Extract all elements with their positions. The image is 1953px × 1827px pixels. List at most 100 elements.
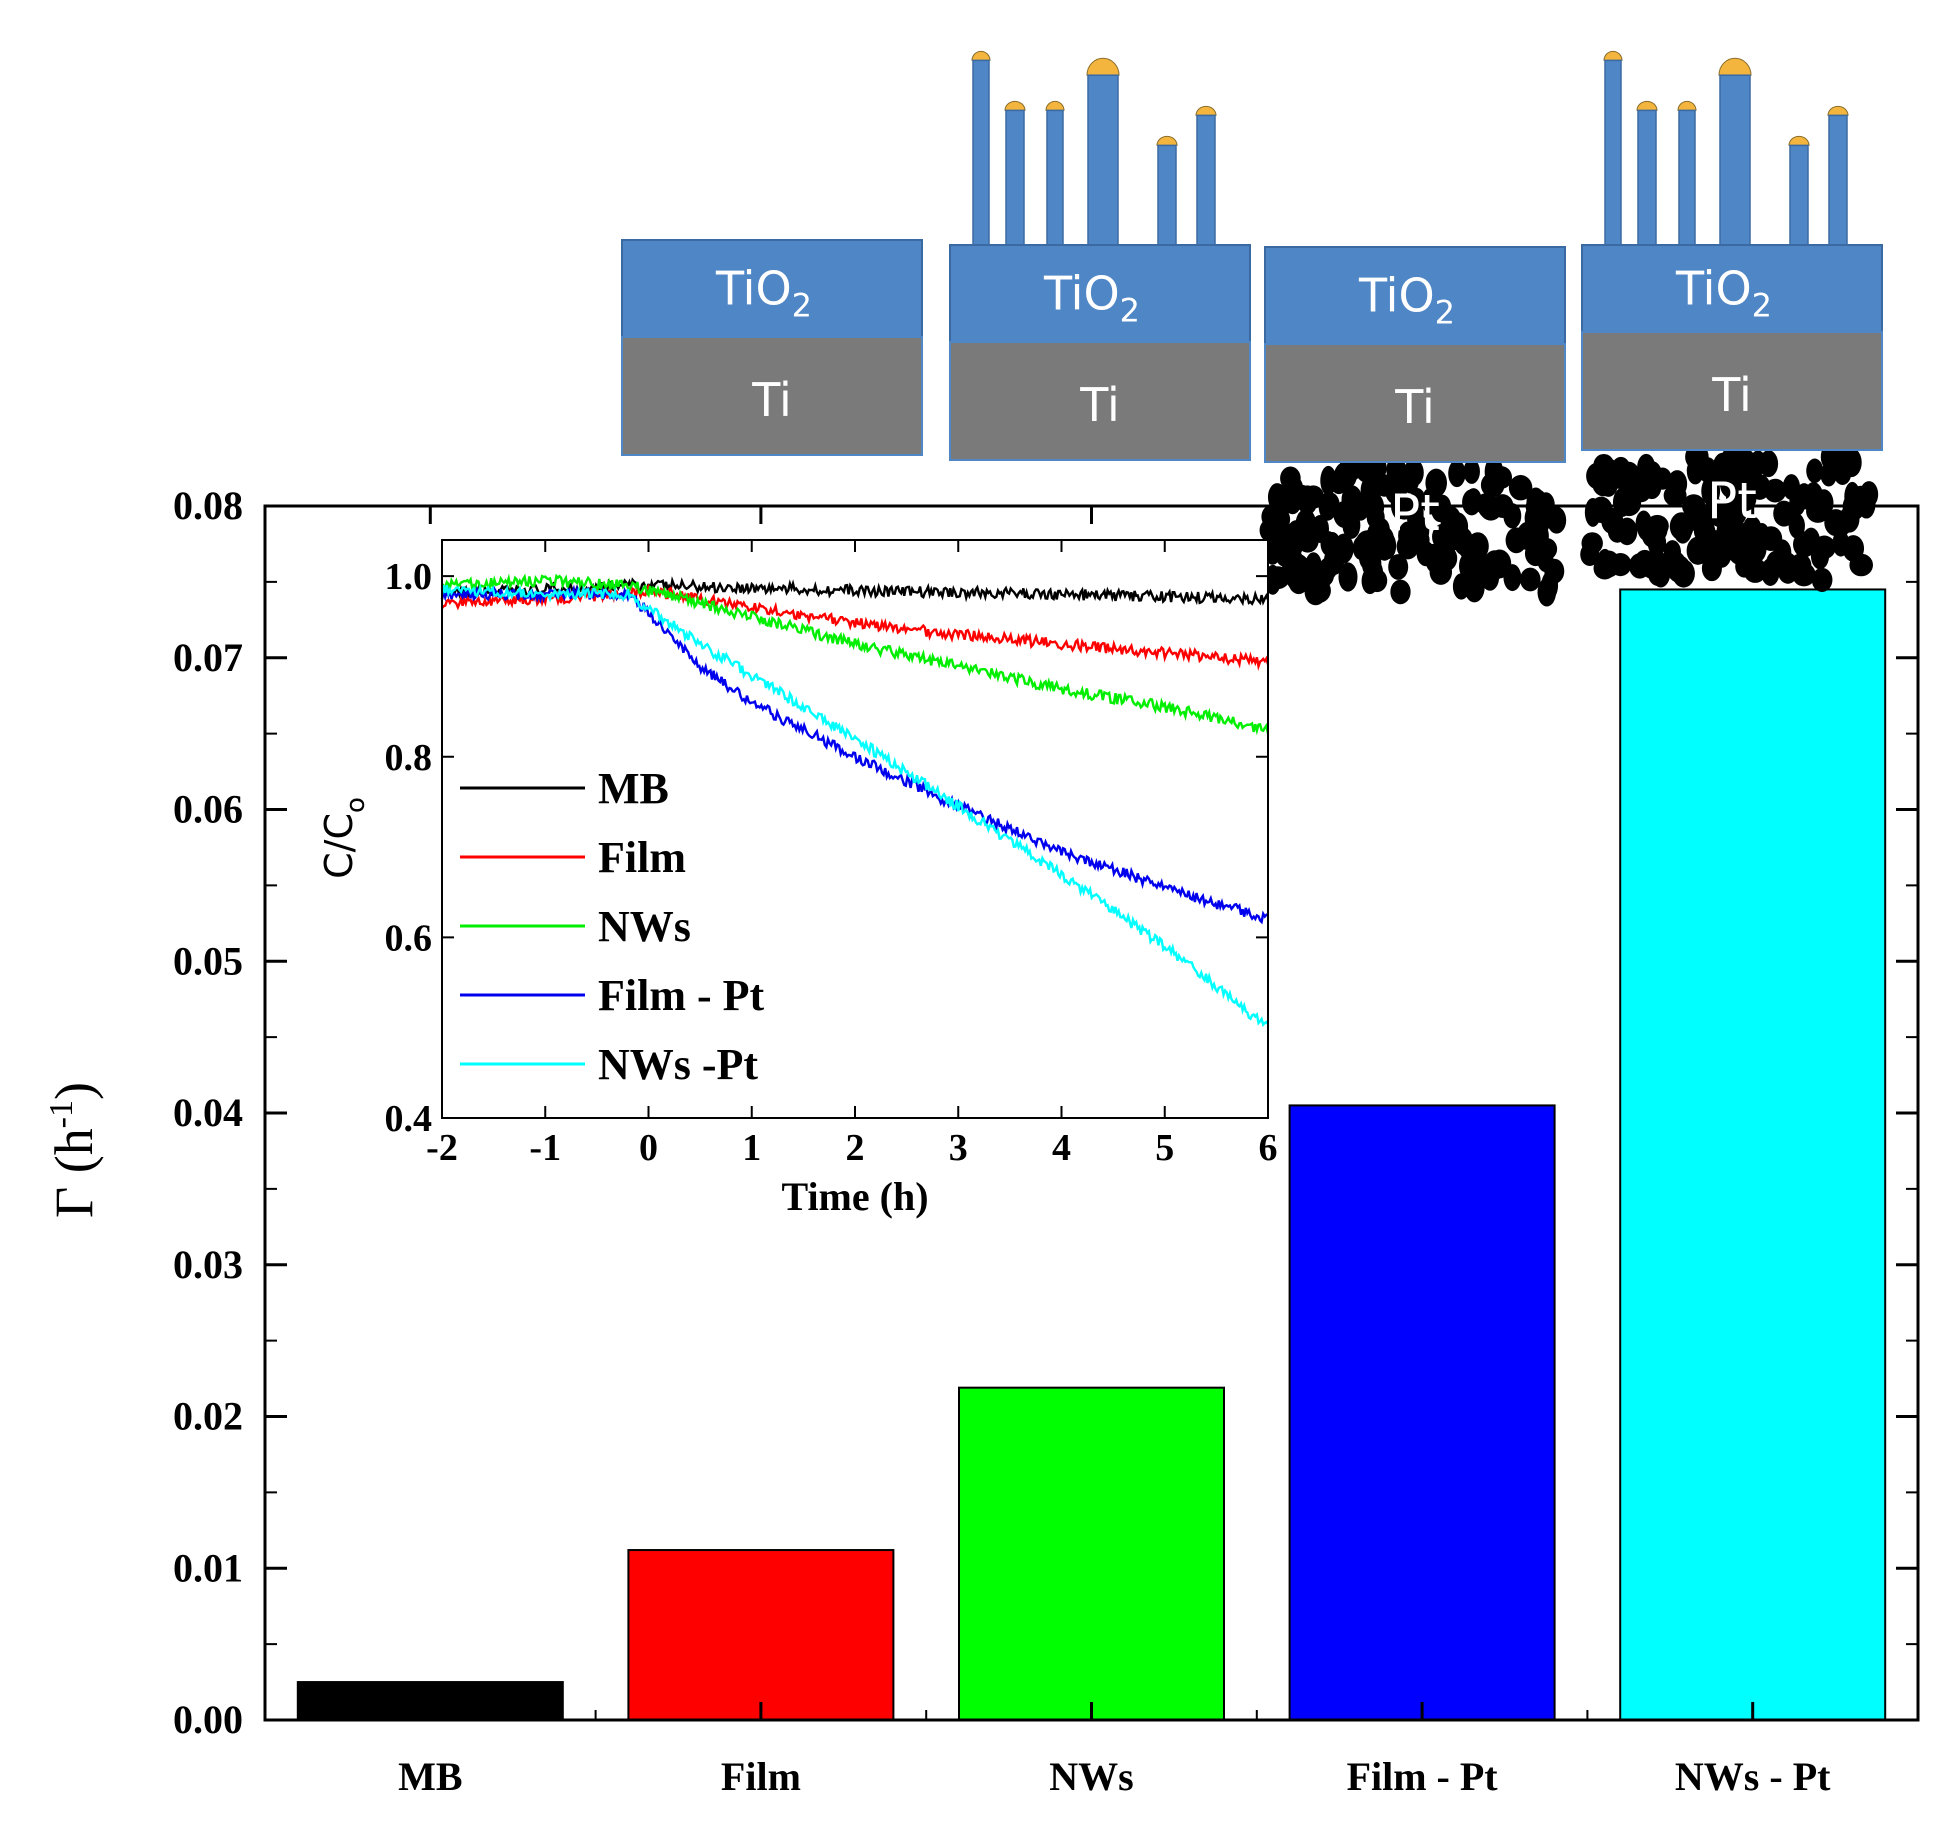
tio2-layer (1264, 246, 1566, 345)
pt-particle (1833, 460, 1852, 485)
inset-series-line (441, 583, 1270, 671)
inset-x-axis-label: Time (h) (781, 1174, 928, 1219)
pt-label: Pt (1390, 484, 1440, 542)
pt-particle (1735, 555, 1754, 578)
ti-substrate (621, 336, 923, 456)
pt-particle (1379, 532, 1397, 560)
bar-3 (958, 1386, 1225, 1721)
pt-particle (1637, 453, 1656, 480)
inset-x-tick-label: 4 (1052, 1127, 1071, 1169)
pt-particle (1701, 476, 1721, 506)
pt-particle (1635, 510, 1652, 536)
nanowire (1828, 114, 1848, 246)
pt-particle (1280, 466, 1301, 491)
inset-x-tick-label: 2 (846, 1127, 865, 1169)
legend-label: Film - Pt (598, 971, 765, 1020)
inset-x-tick-label: 6 (1259, 1127, 1278, 1169)
pt-particle (1802, 527, 1821, 555)
tio2-label: TiO2 (1675, 262, 1772, 325)
nanowire (1604, 59, 1622, 246)
inset-x-tick-label: 1 (742, 1127, 761, 1169)
ti-substrate (1264, 343, 1566, 463)
pt-particle (1728, 490, 1749, 516)
x-tick-label: Film - Pt (1347, 1754, 1499, 1799)
pt-particle (1700, 521, 1717, 550)
pt-particle (1305, 552, 1322, 578)
pt-particle (1275, 542, 1293, 567)
pt-particle (1665, 551, 1687, 578)
y-tick-label: 0.02 (173, 1394, 243, 1439)
nanowire (1678, 109, 1696, 246)
bar-chart: MB Film NWs Film - Pt NWs - Pt 0.00 0.01 0.02 0.… (43, 483, 1920, 1799)
y-axis-label-close: ) (44, 1082, 104, 1100)
inset-y-tick-label: 0.4 (385, 1098, 433, 1140)
pt-particle (1409, 515, 1430, 546)
pt-particle (1612, 487, 1632, 517)
pt-particle (1363, 492, 1385, 522)
inset-y-axis-label-base: C/C (317, 813, 361, 879)
pt-particle (1849, 553, 1873, 577)
ti-label: Ti (1394, 380, 1434, 434)
pt-particle (1453, 527, 1474, 556)
x-tick-label: Film (721, 1754, 801, 1799)
nanowire (1157, 144, 1177, 246)
x-tick-label: NWs (1049, 1754, 1133, 1799)
pt-particle (1463, 459, 1480, 484)
tio2-label-base: TiO (715, 262, 792, 316)
y-tick-label: 0.07 (173, 635, 243, 680)
tio2-layer (621, 239, 923, 338)
pt-particle (1390, 489, 1407, 520)
x-tick-label: NWs - Pt (1675, 1754, 1831, 1799)
pt-particle (1338, 562, 1358, 592)
pt-particle (1508, 474, 1533, 501)
pt-particle (1286, 553, 1310, 581)
pt-particle (1581, 532, 1603, 555)
pt-particles (1580, 441, 1879, 592)
tio2-layer (1581, 244, 1883, 333)
legend-label: MB (598, 764, 669, 813)
pt-particle (1633, 549, 1656, 577)
y-tick-label: 0.05 (173, 938, 243, 983)
pt-particle (1295, 509, 1317, 537)
pt-particle (1503, 503, 1522, 529)
inset-legend: MB Film NWs Film - Pt NWs -Pt (460, 764, 765, 1089)
pt-particle (1358, 543, 1380, 572)
pt-particle (1749, 533, 1767, 562)
pt-label: Pt (1707, 472, 1757, 530)
inset-frame (441, 539, 1269, 1119)
y-tick-label: 0.08 (173, 483, 243, 528)
nanowire-tip (1195, 105, 1217, 116)
nanowire (1087, 74, 1119, 246)
y-tick-label: 0.06 (173, 787, 243, 832)
pt-particle (1832, 530, 1850, 557)
nanowire-tip (1636, 100, 1658, 111)
pt-particle (1388, 554, 1409, 580)
tio2-label-base: TiO (1358, 269, 1435, 323)
pt-particle (1688, 503, 1710, 530)
nanowire-tip (1718, 57, 1752, 76)
inset-y-tick-label: 0.6 (385, 917, 433, 959)
pt-particle (1318, 492, 1337, 521)
nanowire (972, 59, 990, 246)
pt-particle (1333, 461, 1357, 490)
tio2-label-sub: 2 (1120, 292, 1140, 330)
nanowire (1005, 109, 1025, 246)
inset-x-tick-label: 0 (639, 1127, 658, 1169)
schematic-film: TiO2 Ti (621, 239, 923, 456)
ti-label: Ti (1079, 378, 1119, 432)
inset-y-axis-label: C/Co (317, 797, 371, 879)
pt-particle (1261, 505, 1281, 529)
ti-label: Ti (751, 373, 791, 427)
tio2-label-sub: 2 (1435, 294, 1455, 332)
pt-particle (1609, 460, 1630, 489)
y-axis-label-base: Γ (h (44, 1128, 104, 1218)
nanowire-tip (1045, 100, 1065, 111)
pt-particle (1607, 520, 1627, 543)
inset-x-tick-label: 3 (949, 1127, 968, 1169)
nanowire (1637, 109, 1657, 246)
pt-particle (1520, 567, 1541, 592)
tio2-label: TiO2 (715, 262, 812, 325)
pt-particle (1270, 487, 1289, 511)
pt-particle (1804, 490, 1822, 516)
inset-y-axis-label-sub: o (341, 797, 371, 813)
